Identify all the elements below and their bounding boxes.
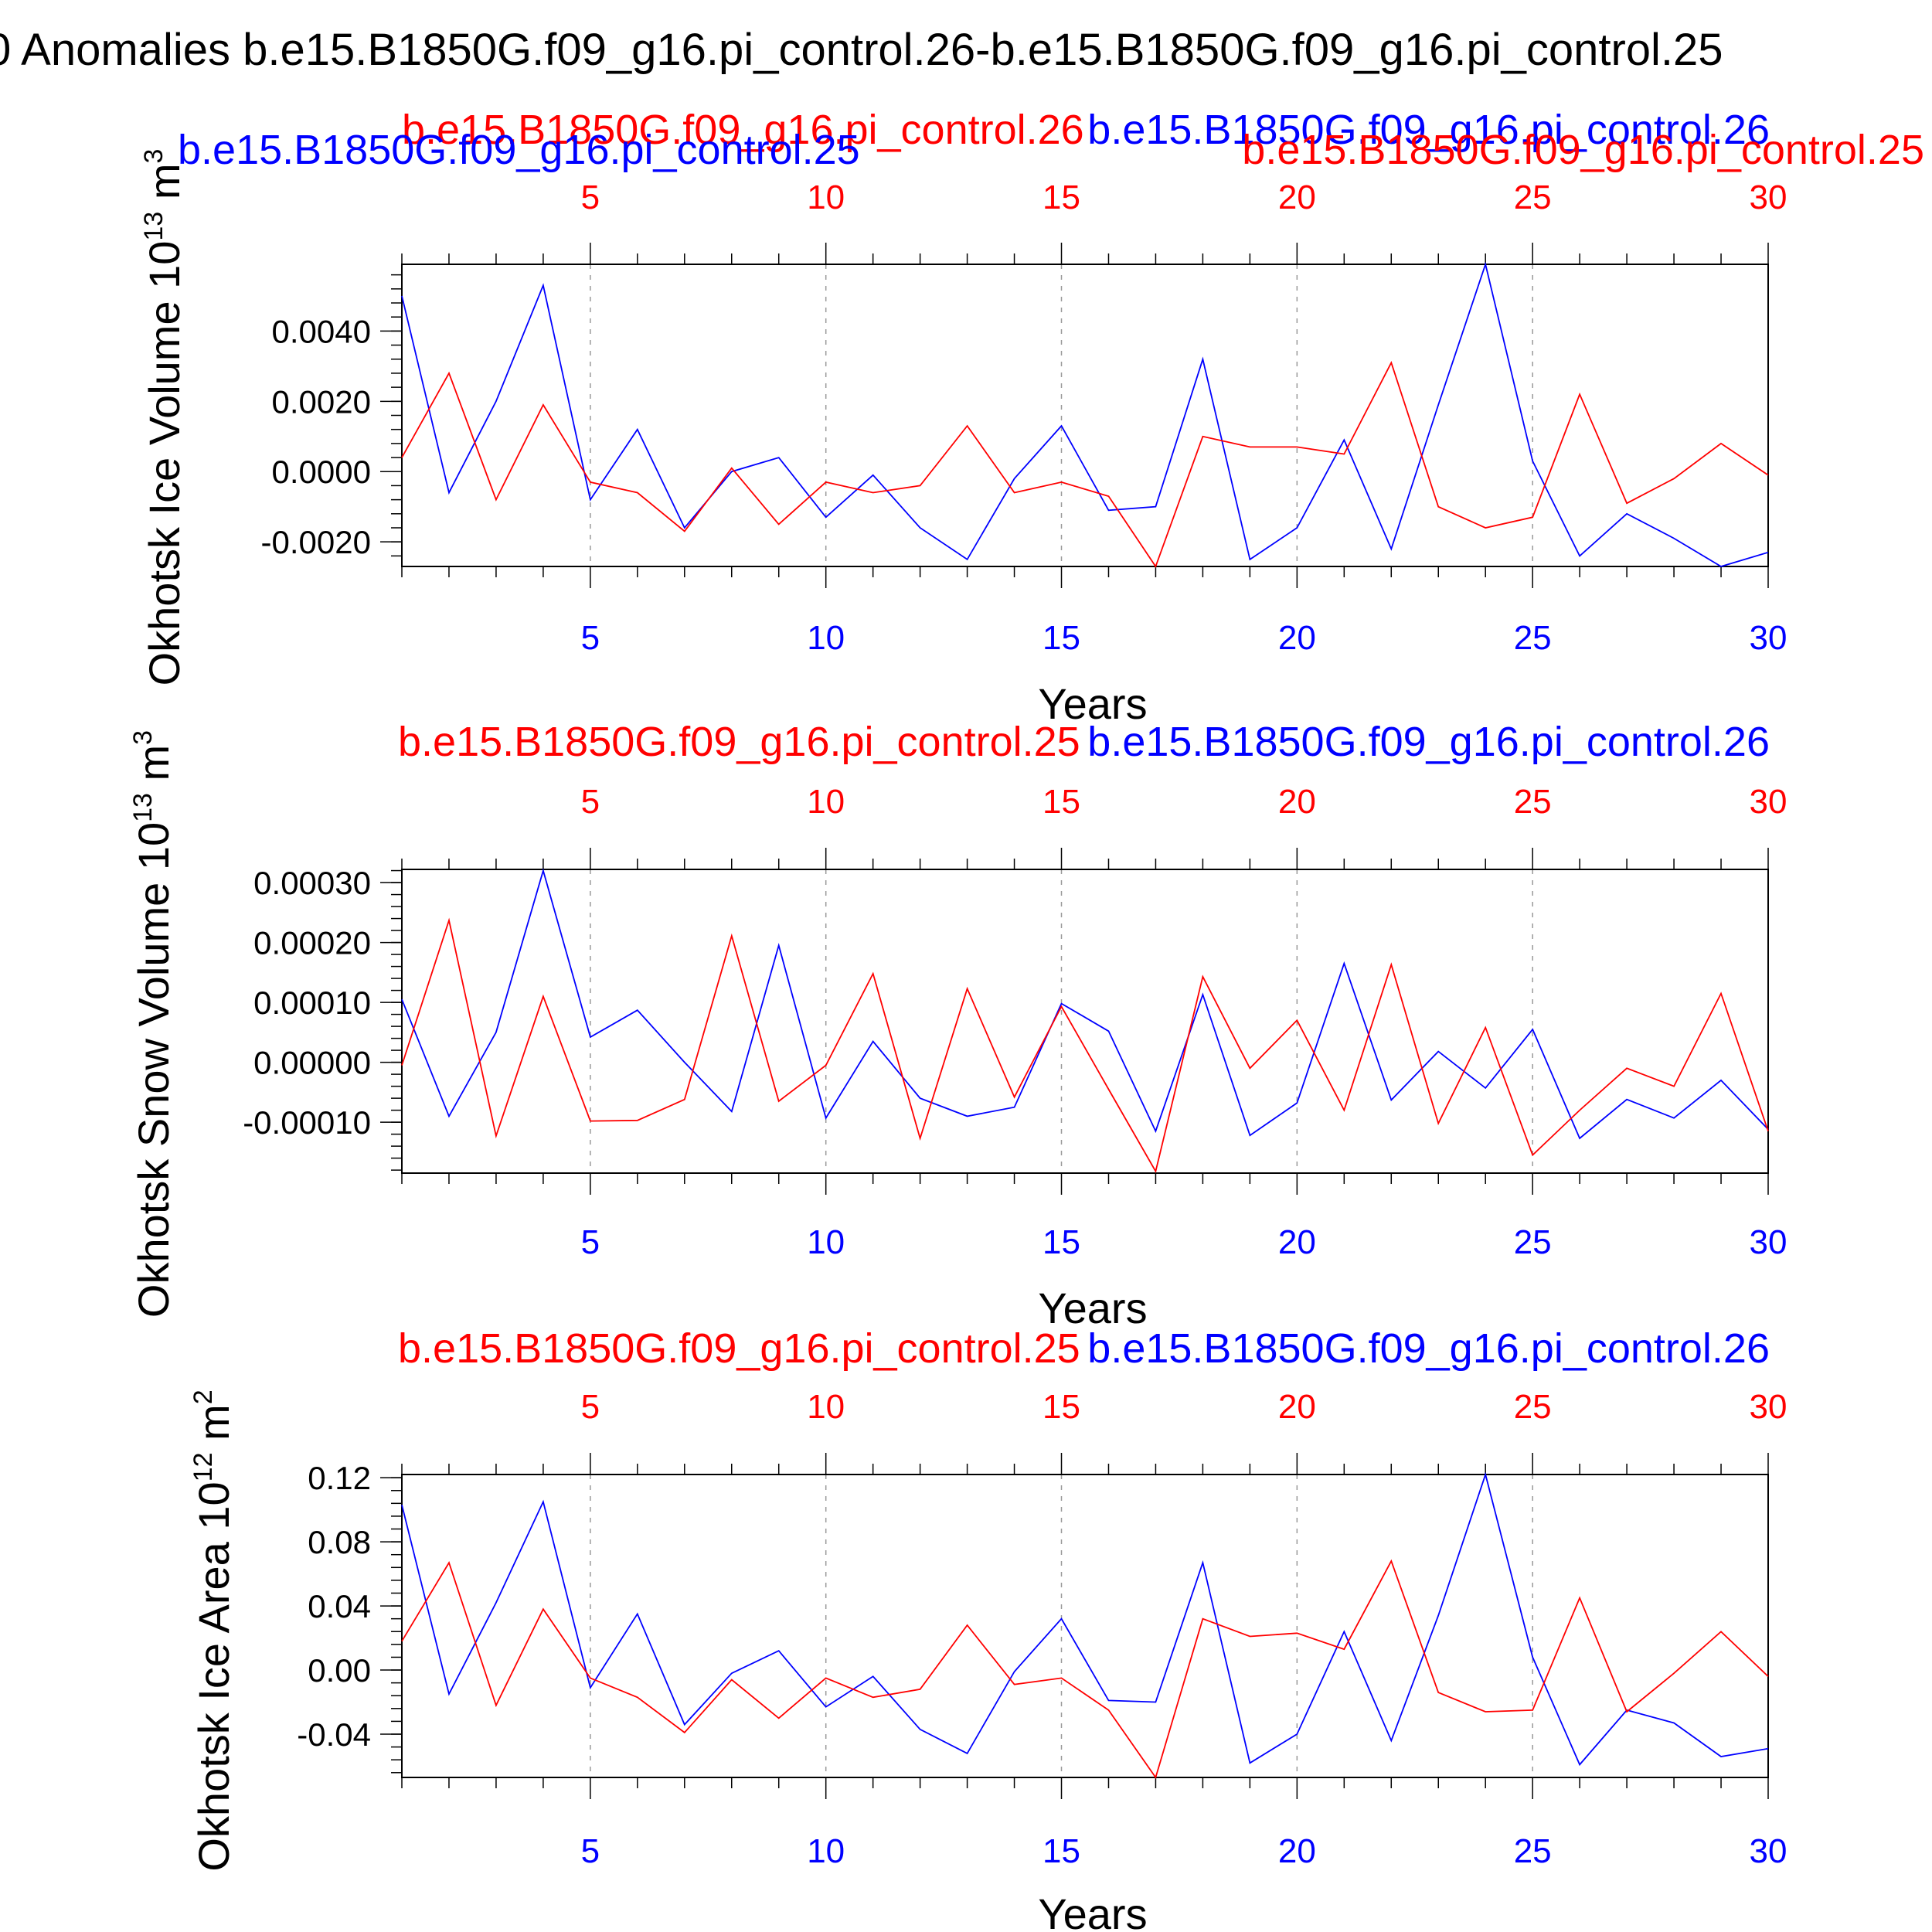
y-tick-label: 0.04 [308, 1588, 371, 1624]
x-tick-label-top: 5 [581, 1388, 600, 1426]
x-tick-label-top: 30 [1750, 1388, 1787, 1426]
y-tick-label: 0.0000 [272, 454, 371, 490]
plot-frame [401, 264, 1769, 567]
x-tick-label-bottom: 5 [581, 619, 600, 657]
panel-3: 5 5 10 10 15 15 20 20 25 25 30 30 -0.04 0.00 0.04 0.08 0… [189, 1325, 1787, 1932]
y-tick-label: -0.00010 [243, 1104, 371, 1141]
case-label: b.e15.B1850G.f09_g16.pi_control.25 [398, 719, 1080, 765]
y-tick-label: 0.08 [308, 1524, 371, 1560]
series-line [401, 868, 1769, 1140]
x-tick-label-top: 20 [1278, 1388, 1316, 1426]
x-tick-label-top: 25 [1514, 1388, 1552, 1426]
x-tick-label-top: 30 [1750, 783, 1787, 821]
case-label: b.e15.B1850G.f09_g16.pi_control.26 [1087, 719, 1770, 765]
y-tick-label: 0.0040 [272, 313, 371, 349]
x-tick-label-bottom: 25 [1514, 619, 1552, 657]
y-tick-label: -0.04 [297, 1716, 371, 1753]
x-tick-label-bottom: 15 [1043, 619, 1080, 657]
y-axis-label: Okhotsk Ice Area 1012 m2 [189, 1389, 238, 1871]
y-tick-label: 0.00020 [253, 925, 371, 961]
plot-frame [401, 869, 1769, 1174]
panels-group: 5510101515202025253030-0.00200.00000.002… [128, 107, 1924, 1932]
x-tick-label-top: 10 [807, 783, 845, 821]
x-tick-label-top: 20 [1278, 783, 1316, 821]
x-tick-label-bottom: 5 [581, 1223, 600, 1261]
case-label: b.e15.B1850G.f09_g16.pi_control.26 [1087, 1325, 1770, 1372]
panel-1: 5 5 10 10 15 15 20 20 25 25 30 30 -0.0020 0.0000 0.002… [139, 107, 1924, 728]
case-label: b.e15.B1850G.f09_g16.pi_control.26 [1087, 107, 1770, 153]
x-tick-label-bottom: 25 [1514, 1832, 1552, 1870]
x-tick-label-bottom: 30 [1750, 1223, 1787, 1261]
case-label: b.e15.B1850G.f09_g16.pi_control.25 [398, 1325, 1080, 1372]
x-tick-label-top: 5 [581, 179, 600, 216]
x-tick-label-bottom: 15 [1043, 1832, 1080, 1870]
x-tick-label-top: 15 [1043, 783, 1080, 821]
x-tick-label-bottom: 10 [807, 619, 845, 657]
figure-title: 0 Anomalies b.e15.B1850G.f09_g16.pi_cont… [0, 25, 1723, 75]
x-tick-label-bottom: 10 [807, 1832, 845, 1870]
case-label: b.e15.B1850G.f09_g16.pi_control.25 [178, 127, 860, 173]
y-tick-label: 0.12 [308, 1460, 371, 1496]
case-label: b.e15.B1850G.f09_g16.pi_control.25 [1242, 127, 1924, 173]
x-tick-label-bottom: 30 [1750, 619, 1787, 657]
x-tick-label-top: 5 [581, 783, 600, 821]
x-tick-label-bottom: 30 [1750, 1832, 1787, 1870]
x-tick-label-bottom: 20 [1278, 619, 1316, 657]
x-tick-label-top: 15 [1043, 1388, 1080, 1426]
x-axis-label: Years [1038, 1889, 1147, 1932]
y-tick-label: 0.00000 [253, 1045, 371, 1081]
x-axis-label: Years [1038, 679, 1147, 728]
x-tick-label-top: 10 [807, 179, 845, 216]
y-axis-label: Okhotsk Snow Volume 1013 m3 [128, 730, 178, 1318]
x-tick-label-bottom: 15 [1043, 1223, 1080, 1261]
panel-2: 5 5 10 10 15 15 20 20 25 25 30 30 -0.00010 0.00000 0.0… [128, 719, 1787, 1332]
y-tick-label: -0.0020 [261, 524, 371, 560]
plot-frame [401, 1474, 1769, 1778]
y-tick-label: 0.0020 [272, 383, 371, 420]
x-tick-label-top: 25 [1514, 783, 1552, 821]
x-tick-label-top: 20 [1278, 179, 1316, 216]
x-tick-label-bottom: 5 [581, 1832, 600, 1870]
y-tick-label: 0.00 [308, 1652, 371, 1689]
y-tick-label: 0.00030 [253, 865, 371, 901]
x-tick-label-bottom: 20 [1278, 1832, 1316, 1870]
series-line [401, 917, 1769, 1174]
x-tick-label-bottom: 10 [807, 1223, 845, 1261]
x-axis-label: Years [1038, 1284, 1147, 1332]
case-label: b.e15.B1850G.f09_g16.pi_control.26 [402, 107, 1084, 153]
x-tick-label-top: 15 [1043, 179, 1080, 216]
y-tick-label: 0.00010 [253, 985, 371, 1021]
x-tick-label-bottom: 20 [1278, 1223, 1316, 1261]
x-tick-label-top: 10 [807, 1388, 845, 1426]
y-axis-label: Okhotsk Ice Volume 1013 m3 [139, 149, 189, 686]
series-line [401, 1559, 1769, 1780]
series-line [401, 360, 1769, 568]
x-tick-label-top: 30 [1750, 179, 1787, 216]
series-line [401, 261, 1769, 567]
x-tick-label-bottom: 25 [1514, 1223, 1552, 1261]
series-line [401, 1471, 1769, 1767]
x-tick-label-top: 25 [1514, 179, 1552, 216]
